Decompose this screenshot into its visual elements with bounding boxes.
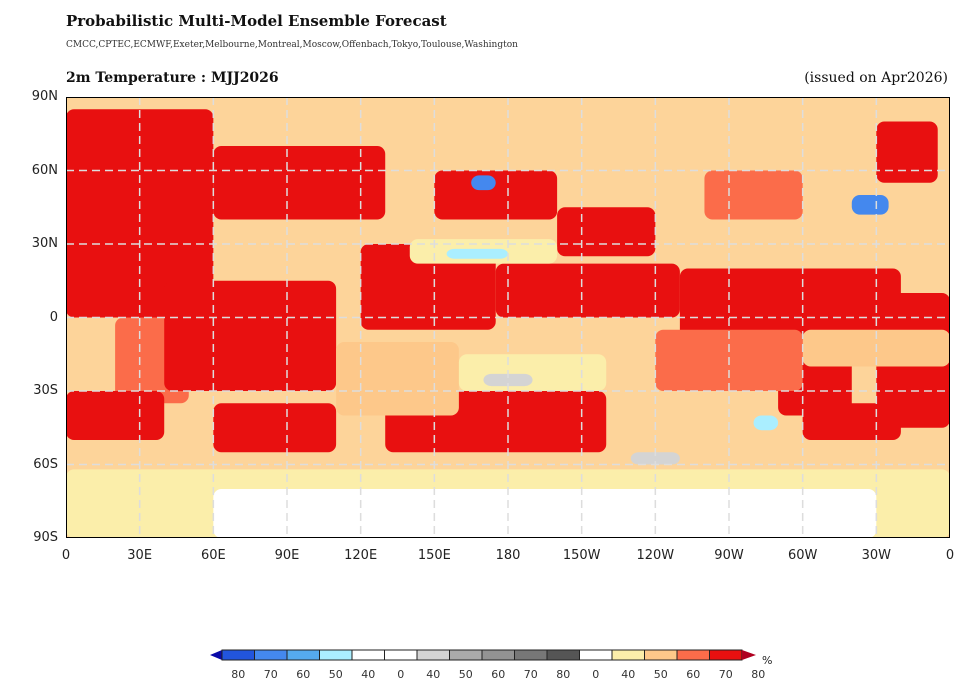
chart-title: Probabilistic Multi-Model Ensemble Forec… — [66, 12, 447, 30]
colorbar — [210, 649, 756, 661]
lon-tick: 90W — [714, 548, 744, 563]
colorbar-unit: % — [762, 654, 773, 667]
colorbar-label: 70 — [718, 668, 733, 681]
colorbar-high-extend — [742, 650, 756, 660]
colorbar-label: 50 — [328, 668, 343, 681]
colorbar-label: 80 — [231, 668, 246, 681]
lat-tick: 60S — [33, 456, 58, 472]
lon-tick: 60W — [787, 548, 818, 563]
anomaly-region — [213, 403, 337, 453]
colorbar-swatch — [611, 649, 645, 661]
model-list: CMCC,CPTEC,ECMWF,Exeter,Melbourne,Montre… — [66, 40, 518, 50]
colorbar-swatch — [286, 649, 320, 661]
anomaly-region — [851, 195, 889, 215]
lat-tick: 90S — [33, 530, 58, 545]
anomaly-region — [446, 248, 508, 259]
colorbar-swatch — [221, 649, 255, 661]
lon-tick: 60E — [200, 548, 226, 563]
colorbar-swatch — [449, 649, 483, 661]
colorbar-swatch — [416, 649, 450, 661]
lat-tick: 60N — [31, 162, 58, 178]
colorbar-label: 40 — [361, 668, 376, 681]
colorbar-swatch — [384, 649, 418, 661]
colorbar-label: 80 — [751, 668, 766, 681]
lon-tick: 150W — [562, 548, 601, 563]
anomaly-region — [213, 489, 877, 538]
lon-tick: 30E — [127, 548, 153, 563]
colorbar-label: 60 — [491, 668, 506, 681]
colorbar-swatch — [351, 649, 385, 661]
variable-subtitle: 2m Temperature : MJJ2026 — [66, 70, 279, 86]
anomaly-region — [557, 207, 656, 257]
anomaly-region — [66, 109, 214, 318]
colorbar-label: 0 — [592, 668, 600, 681]
colorbar-swatch — [481, 649, 515, 661]
forecast-map — [66, 97, 950, 538]
anomaly-region — [495, 263, 680, 318]
anomaly-region — [458, 354, 607, 391]
colorbar-swatch — [546, 649, 580, 661]
colorbar-label: 0 — [397, 668, 405, 681]
anomaly-region — [704, 170, 803, 220]
map-frame — [66, 97, 950, 538]
anomaly-region — [483, 373, 533, 387]
colorbar-label: 50 — [653, 668, 668, 681]
anomaly-region — [434, 170, 558, 220]
anomaly-region — [753, 415, 779, 431]
lon-tick: 180 — [495, 548, 521, 563]
issued-date: (issued on Apr2026) — [804, 70, 948, 86]
lon-tick: 0 — [945, 548, 955, 563]
lon-tick: 90E — [274, 548, 300, 563]
colorbar-swatch — [319, 649, 353, 661]
lat-tick: 30S — [33, 383, 58, 398]
colorbar-label: 80 — [556, 668, 571, 681]
lat-tick: 0 — [49, 309, 58, 325]
colorbar-label: 60 — [686, 668, 701, 681]
colorbar-swatch — [254, 649, 288, 661]
colorbar-label: 70 — [263, 668, 278, 681]
lat-tick: 30N — [31, 236, 58, 251]
lon-tick: 120E — [344, 548, 378, 563]
colorbar-swatch — [709, 649, 743, 661]
lat-tick: 90N — [31, 89, 58, 104]
anomaly-region — [471, 175, 496, 191]
anomaly-region — [876, 121, 938, 183]
colorbar-swatch — [644, 649, 678, 661]
lon-tick: 150E — [417, 548, 451, 563]
colorbar-label: 40 — [621, 668, 636, 681]
colorbar-swatch — [514, 649, 548, 661]
colorbar-swatch — [676, 649, 710, 661]
colorbar-label: 70 — [523, 668, 538, 681]
colorbar-label: 40 — [426, 668, 441, 681]
anomaly-region — [360, 244, 496, 330]
colorbar-label: 50 — [458, 668, 473, 681]
lon-tick: 120W — [636, 548, 675, 563]
lon-tick: 30W — [861, 548, 892, 563]
colorbar-label: 60 — [296, 668, 311, 681]
anomaly-region — [630, 452, 680, 465]
anomaly-region — [213, 146, 386, 220]
colorbar-low-extend — [210, 650, 222, 660]
lon-tick: 0 — [61, 548, 71, 563]
anomaly-region — [66, 391, 165, 440]
anomaly-region — [164, 280, 337, 391]
anomaly-region — [336, 342, 459, 416]
colorbar-swatch — [579, 649, 613, 661]
